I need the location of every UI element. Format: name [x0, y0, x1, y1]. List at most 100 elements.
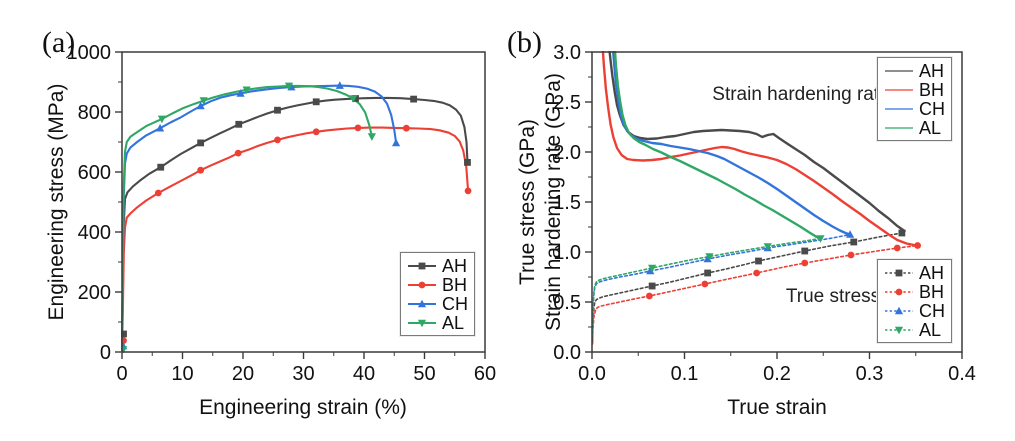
svg-text:0.5: 0.5	[553, 292, 581, 314]
panel-a-series	[121, 81, 472, 353]
legend-label-bh: BH	[442, 274, 468, 295]
true-stress-annotation: True stress	[785, 286, 881, 307]
series-bh-eng-line	[121, 126, 470, 353]
panel-b-y-axis-label-line1: True stress (GPa)	[515, 118, 539, 286]
ch-line-triangle-up-icon	[408, 299, 436, 307]
svg-text:50: 50	[413, 363, 435, 385]
series-ah-shr-line	[608, 51, 906, 233]
legend-item-ts-ch: CH	[884, 301, 945, 320]
panel-a-y-tick-labels: 0 200 400 600 800 1000	[67, 42, 112, 364]
legend-item-shr-al: AL	[884, 118, 945, 137]
panel-b-frame	[591, 51, 963, 353]
svg-text:0.0: 0.0	[553, 342, 581, 364]
series-al-eng-markers	[121, 82, 376, 353]
svg-text:600: 600	[78, 162, 111, 184]
panel-a-y-axis-label: Engineering stress (MPa)	[44, 83, 68, 321]
legend-label-shr-al: AL	[919, 117, 942, 138]
panel-b-y-tick-labels: 0.0 0.5 1.0 1.5 2.0 2.5 3.0	[553, 42, 581, 364]
legend-label-ts-ah: AH	[919, 262, 945, 283]
svg-text:0: 0	[100, 342, 111, 364]
svg-text:3.0: 3.0	[553, 42, 581, 64]
svg-text:200: 200	[78, 282, 111, 304]
panel-b-x-tick-labels: 0.0 0.1 0.2 0.3 0.4	[578, 363, 976, 385]
legend-label-ch: CH	[442, 293, 468, 314]
al-dashed-triangle-down-icon	[885, 326, 913, 334]
series-al-ts-markers	[648, 235, 825, 273]
svg-text:400: 400	[78, 222, 111, 244]
series-ch-eng-line	[121, 84, 398, 353]
legend-label-ts-al: AL	[919, 319, 942, 340]
panel-b-letter: (b)	[507, 26, 542, 59]
panel-b-true-stress-legend: AH BH CH AL	[877, 259, 952, 343]
legend-item-shr-bh: BH	[884, 80, 945, 99]
series-bh-ts-markers	[645, 242, 921, 300]
panel-b-y-axis-label: True stress (GPa) Strain hardening rate …	[515, 73, 568, 331]
legend-item-ts-bh: BH	[884, 282, 945, 301]
panel-b-shr-legend: AH BH CH AL	[877, 57, 952, 141]
bh-dashed-circle-icon	[885, 288, 913, 295]
series-ch-shr-line	[611, 51, 852, 236]
series-ah-ts-line	[591, 232, 903, 343]
panel-a-frame	[121, 51, 486, 353]
al-line-triangle-down-icon	[408, 319, 436, 327]
panel-b-y-axis-label-line2: Strain hardening rate (GPa)	[542, 73, 565, 331]
panel-a-legend: AH BH CH AL	[400, 252, 475, 336]
legend-item-al: AL	[407, 313, 468, 332]
al-solid-line-icon	[885, 126, 913, 129]
svg-text:30: 30	[292, 363, 314, 385]
series-bh-ts-line	[591, 244, 919, 345]
legend-item-bh: BH	[407, 275, 468, 294]
svg-text:0.0: 0.0	[578, 363, 606, 385]
ah-solid-line-icon	[885, 69, 913, 72]
panel-b-plot: 0.0 0.1 0.2 0.3 0.4 0.0 0.5 1.0 1.5 2.0 2.5 3.0	[553, 42, 976, 385]
panel-b-series	[591, 51, 921, 345]
svg-text:0.2: 0.2	[763, 363, 791, 385]
legend-item-shr-ch: CH	[884, 99, 945, 118]
svg-text:1.0: 1.0	[553, 242, 581, 264]
panel-a-x-axis-label: Engineering strain (%)	[199, 395, 407, 419]
svg-text:0.3: 0.3	[856, 363, 884, 385]
ch-dashed-triangle-up-icon	[885, 306, 913, 314]
svg-text:2.0: 2.0	[553, 142, 581, 164]
svg-text:60: 60	[474, 363, 496, 385]
legend-label-ts-ch: CH	[919, 300, 945, 321]
svg-text:20: 20	[232, 363, 254, 385]
series-al-ts-line	[591, 237, 822, 337]
svg-text:10: 10	[171, 363, 193, 385]
series-ah-ts-markers	[648, 229, 906, 290]
legend-label-shr-ch: CH	[919, 98, 945, 119]
strain-hardening-rate-annotation: Strain hardening rate	[712, 84, 890, 105]
bh-solid-line-icon	[885, 88, 913, 91]
legend-label-ah: AH	[442, 255, 468, 276]
legend-item-shr-ah: AH	[884, 61, 945, 80]
svg-text:40: 40	[353, 363, 375, 385]
legend-label-shr-ah: AH	[919, 60, 945, 81]
svg-text:0: 0	[116, 363, 127, 385]
svg-text:0.4: 0.4	[948, 363, 976, 385]
panel-b-ticks	[585, 51, 963, 359]
panel-b-x-axis-label: True strain	[727, 395, 827, 419]
legend-item-ts-ah: AH	[884, 263, 945, 282]
series-ah-eng-markers	[121, 95, 471, 338]
ah-dashed-square-icon	[885, 269, 913, 276]
series-al-shr-line	[613, 51, 822, 240]
series-ah-eng-line	[121, 96, 469, 353]
svg-text:1.5: 1.5	[553, 192, 581, 214]
legend-item-ch: CH	[407, 294, 468, 313]
ah-line-square-icon	[408, 262, 436, 269]
svg-text:800: 800	[78, 102, 111, 124]
svg-text:0.1: 0.1	[671, 363, 699, 385]
panel-a-letter: (a)	[42, 26, 76, 59]
legend-label-shr-bh: BH	[919, 79, 945, 100]
legend-label-al: AL	[442, 312, 465, 333]
series-bh-shr-line	[601, 51, 916, 247]
legend-label-ts-bh: BH	[919, 281, 945, 302]
legend-item-ts-al: AL	[884, 320, 945, 339]
bh-line-circle-icon	[408, 281, 436, 288]
ch-solid-line-icon	[885, 107, 913, 110]
legend-item-ah: AH	[407, 256, 468, 275]
panel-a-x-tick-labels: 0 10 20 30 40 50 60	[116, 363, 496, 385]
